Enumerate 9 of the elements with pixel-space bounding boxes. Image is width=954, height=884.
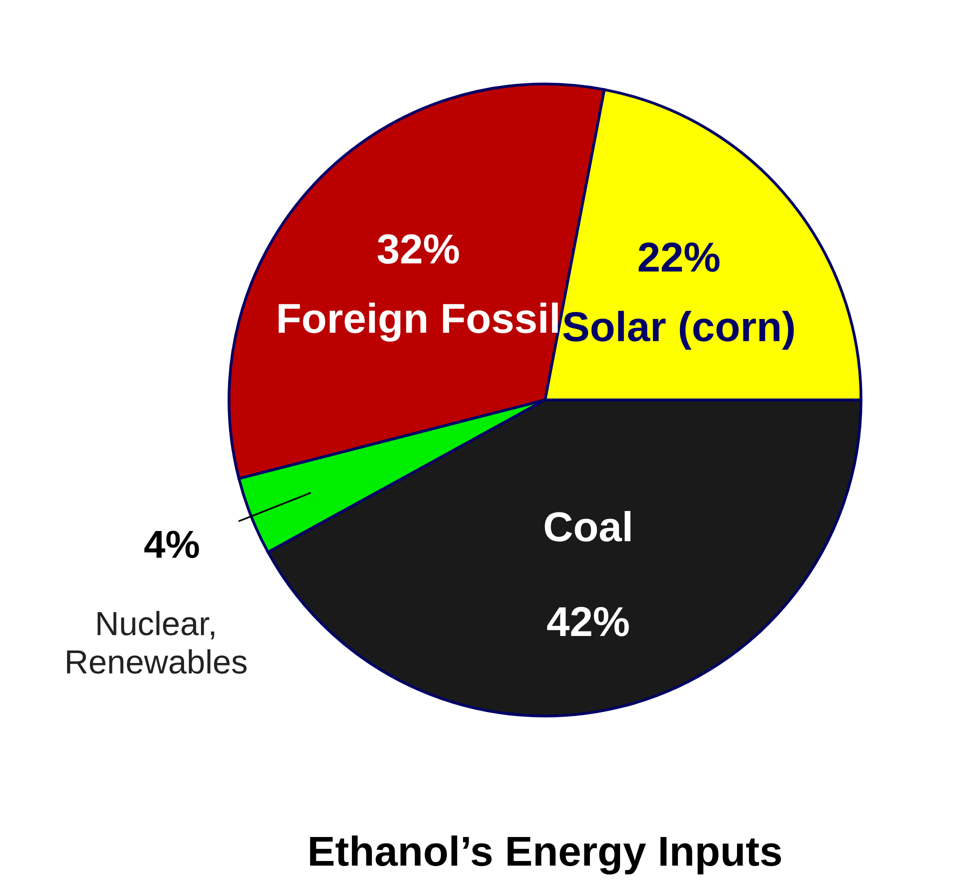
data-label: 32% — [378, 234, 459, 264]
data-label: 42% — [547, 606, 629, 636]
slice-label: Solar (corn) — [563, 310, 794, 350]
data-label: 4% — [144, 530, 199, 558]
slice-label: Coal — [544, 511, 630, 542]
text: Ethanol’s Energy Inputs — [310, 835, 781, 875]
data-label: 22% — [638, 242, 720, 272]
slice-label: Foreign Fossil — [278, 302, 558, 342]
slice-label: Nuclear, Renewables — [67, 610, 247, 674]
